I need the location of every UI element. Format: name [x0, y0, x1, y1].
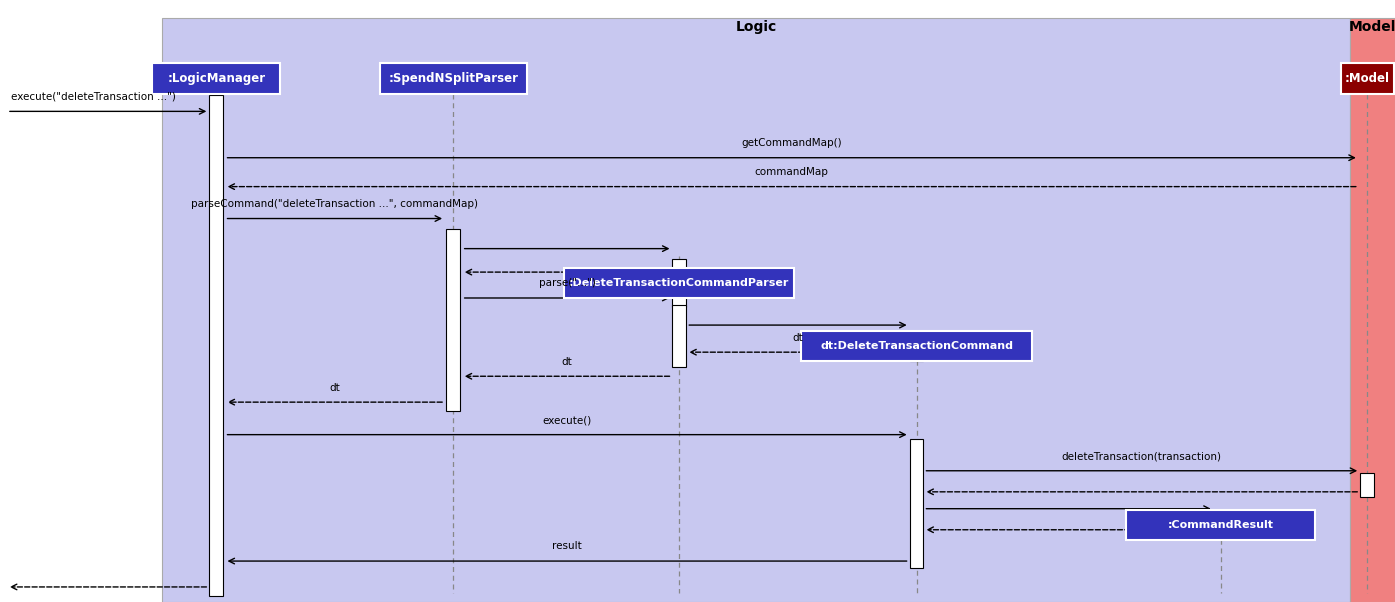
- Text: Model: Model: [1349, 20, 1395, 34]
- Text: parseCommand("deleteTransaction ...", commandMap): parseCommand("deleteTransaction ...", co…: [191, 199, 478, 209]
- Text: dt:DeleteTransactionCommand: dt:DeleteTransactionCommand: [820, 341, 1013, 351]
- Text: :SpendNSplitParser: :SpendNSplitParser: [388, 72, 519, 85]
- Text: parse("..."): parse("..."): [538, 278, 596, 288]
- Bar: [152, 63, 280, 94]
- Bar: [672, 259, 686, 307]
- Bar: [801, 331, 1031, 361]
- Bar: [1341, 63, 1394, 94]
- Bar: [446, 229, 460, 411]
- Bar: [672, 305, 686, 367]
- Bar: [162, 18, 1350, 602]
- Bar: [564, 268, 795, 298]
- Text: execute("deleteTransaction ..."): execute("deleteTransaction ..."): [11, 92, 176, 102]
- Bar: [1350, 18, 1395, 602]
- Bar: [910, 331, 923, 361]
- Text: :DeleteTransactionCommandParser: :DeleteTransactionCommandParser: [569, 278, 790, 288]
- Bar: [1214, 513, 1228, 537]
- Bar: [209, 95, 223, 596]
- Text: :Model: :Model: [1345, 72, 1389, 85]
- Text: commandMap: commandMap: [755, 167, 829, 177]
- Bar: [1360, 473, 1374, 497]
- Text: execute(): execute(): [543, 415, 591, 425]
- Bar: [379, 63, 526, 94]
- Text: dt: dt: [562, 356, 572, 367]
- Text: dt: dt: [792, 332, 804, 343]
- Text: :LogicManager: :LogicManager: [167, 72, 265, 85]
- Text: Logic: Logic: [735, 20, 777, 34]
- Text: deleteTransaction(transaction): deleteTransaction(transaction): [1062, 451, 1222, 461]
- Text: :CommandResult: :CommandResult: [1168, 520, 1274, 530]
- Text: dt: dt: [329, 382, 340, 393]
- Bar: [1127, 510, 1315, 540]
- Bar: [910, 439, 923, 568]
- Text: getCommandMap(): getCommandMap(): [741, 138, 843, 148]
- Text: result: result: [552, 541, 582, 551]
